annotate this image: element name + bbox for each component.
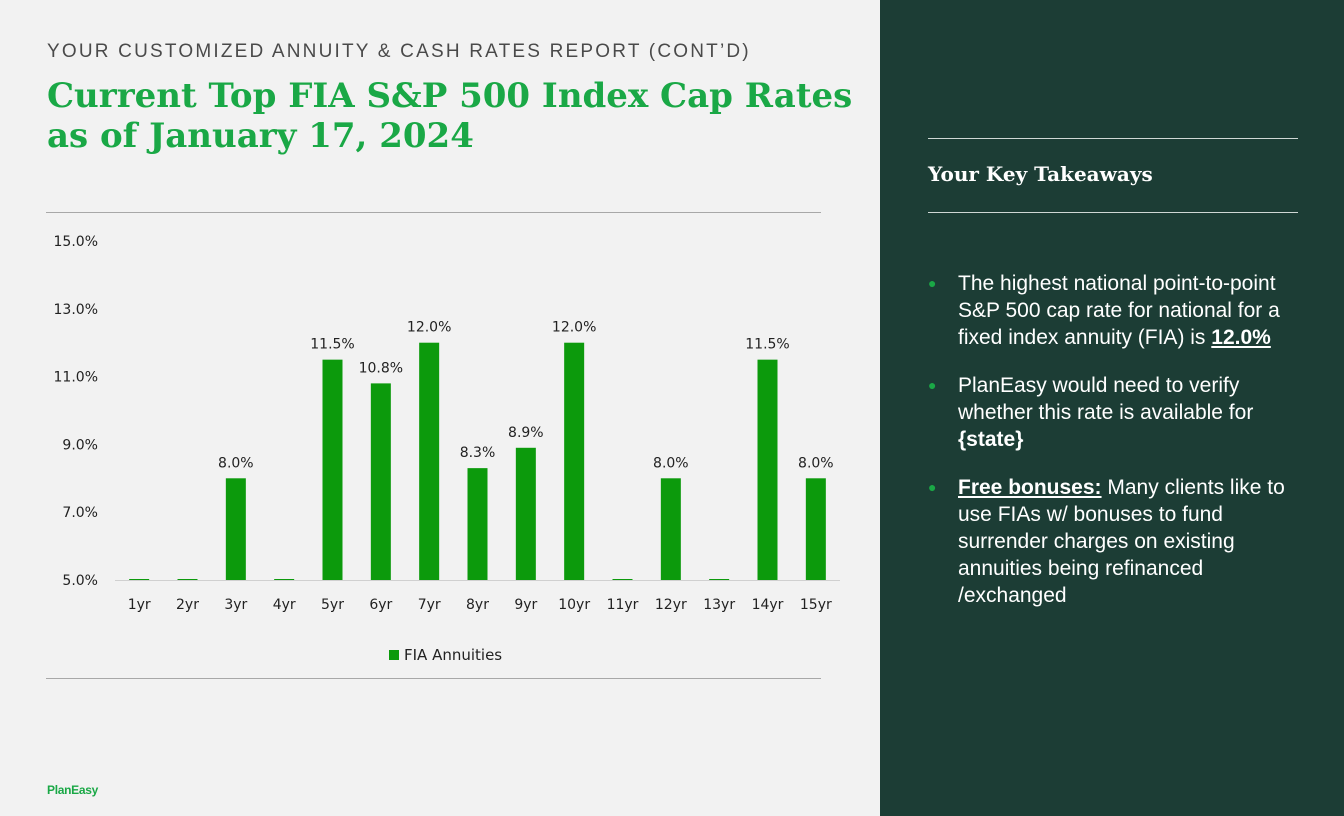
highest-rate-value: 12.0% <box>1211 326 1271 349</box>
x-tick-label: 9yr <box>514 597 537 613</box>
data-label-3yr: 8.0% <box>218 455 254 471</box>
x-tick-label: 15yr <box>800 597 832 613</box>
takeaway-text: The highest national point-to-point S&P … <box>958 272 1280 349</box>
data-label-7yr: 12.0% <box>407 320 451 336</box>
x-tick-label: 4yr <box>273 597 296 613</box>
y-tick-label: 15.0% <box>54 234 98 250</box>
bullet-icon: ● <box>928 479 937 495</box>
data-label-10yr: 12.0% <box>552 320 596 336</box>
bar-12yr <box>660 478 681 580</box>
takeaway-text: Many clients like to use FIAs w/ bonuses… <box>958 476 1285 607</box>
y-tick-label: 11.0% <box>54 370 98 386</box>
bar-6yr <box>370 383 391 580</box>
x-tick-label: 10yr <box>558 597 590 613</box>
bar-15yr <box>805 478 826 580</box>
bar-3yr <box>225 478 246 580</box>
main-content <box>0 0 880 816</box>
x-tick-label: 1yr <box>128 597 151 613</box>
takeaway-lead: Free bonuses: <box>958 476 1102 499</box>
x-tick-label: 8yr <box>466 597 489 613</box>
takeaways-top-divider <box>928 138 1298 139</box>
report-eyebrow: YOUR CUSTOMIZED ANNUITY & CASH RATES REP… <box>47 41 751 62</box>
bar-4yr <box>274 579 295 580</box>
bar-5yr <box>322 359 343 580</box>
x-tick-label: 3yr <box>224 597 247 613</box>
y-tick-label: 9.0% <box>62 437 98 453</box>
bullet-icon: ● <box>928 377 937 393</box>
data-label-12yr: 8.0% <box>653 455 689 471</box>
takeaway-item: ● PlanEasy would need to verify whether … <box>928 372 1308 453</box>
y-tick-label: 13.0% <box>54 302 98 318</box>
data-label-6yr: 10.8% <box>359 360 403 376</box>
state-placeholder: {state} <box>958 428 1024 451</box>
bar-9yr <box>515 447 536 580</box>
y-tick-label: 5.0% <box>62 573 98 589</box>
x-tick-label: 6yr <box>369 597 392 613</box>
bar-11yr <box>612 579 633 580</box>
takeaways-list: ● The highest national point-to-point S&… <box>928 270 1308 630</box>
chart-bottom-divider <box>46 678 821 679</box>
planeasy-logo: PlanEasy <box>47 783 98 797</box>
chart-top-divider <box>46 212 821 213</box>
bar-7yr <box>419 342 440 580</box>
x-tick-label: 12yr <box>655 597 687 613</box>
takeaway-item: ● The highest national point-to-point S&… <box>928 270 1308 351</box>
legend-label: FIA Annuities <box>404 646 502 664</box>
data-label-8yr: 8.3% <box>460 445 496 461</box>
takeaways-bottom-divider <box>928 212 1298 213</box>
bar-14yr <box>757 359 778 580</box>
bar-1yr <box>129 579 150 580</box>
takeaways-panel <box>880 0 1344 816</box>
bullet-icon: ● <box>928 275 937 291</box>
bar-chart: 5.0% 7.0% 9.0% 11.0% 13.0% 15.0% 8.0% 11.5% 10.… <box>54 234 840 664</box>
legend-swatch <box>389 650 399 660</box>
bar-10yr <box>564 342 585 580</box>
page-title: Current Top FIA S&P 500 Index Cap Rates … <box>47 76 853 156</box>
bar-13yr <box>709 579 730 580</box>
bar-8yr <box>467 468 488 580</box>
x-tick-label: 2yr <box>176 597 199 613</box>
data-label-5yr: 11.5% <box>310 337 354 353</box>
data-label-9yr: 8.9% <box>508 425 544 441</box>
x-tick-label: 11yr <box>607 597 639 613</box>
x-tick-label: 7yr <box>418 597 441 613</box>
takeaway-item: ● Free bonuses: Many clients like to use… <box>928 474 1308 609</box>
data-label-15yr: 8.0% <box>798 455 834 471</box>
bar-2yr <box>177 579 198 580</box>
x-tick-label: 13yr <box>703 597 735 613</box>
takeaway-text: PlanEasy would need to verify whether th… <box>958 374 1254 424</box>
data-label-14yr: 11.5% <box>745 337 789 353</box>
x-tick-label: 14yr <box>752 597 784 613</box>
y-tick-label: 7.0% <box>62 505 98 521</box>
takeaways-heading: Your Key Takeaways <box>928 162 1153 186</box>
x-tick-label: 5yr <box>321 597 344 613</box>
